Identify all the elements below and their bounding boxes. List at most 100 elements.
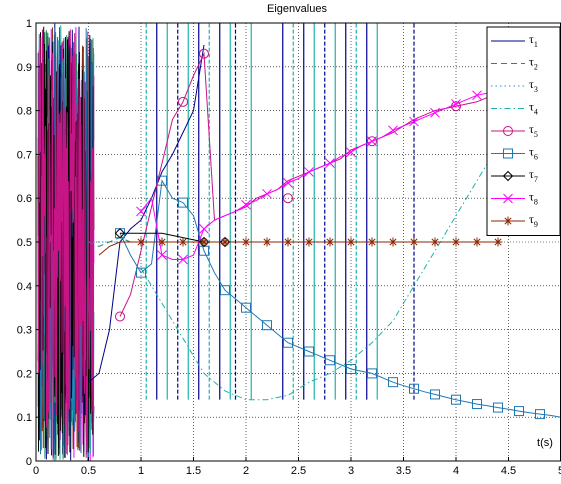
marker-τ6: [220, 285, 230, 296]
marker-τ6: [136, 267, 146, 278]
marker-τ8: [346, 147, 356, 158]
marker-τ7: [114, 228, 126, 239]
y-tick-label: 0.6: [17, 193, 32, 205]
y-tick-label: 0.9: [17, 62, 32, 74]
legend-marker: [503, 193, 513, 204]
x-tick-label: 1.5: [186, 465, 201, 477]
marker-τ6: [178, 197, 188, 208]
marker-τ9: [346, 237, 356, 247]
marker-τ9: [283, 237, 293, 247]
marker-τ8: [304, 167, 314, 177]
marker-τ5: [451, 101, 461, 112]
marker-τ8: [430, 107, 440, 118]
marker-τ6: [241, 302, 251, 313]
legend: τ1 τ2 τ3 τ4 τ5 τ6 τ7 τ8 τ9: [486, 26, 561, 236]
legend-label: τ4: [529, 100, 538, 117]
marker-τ8: [157, 250, 167, 260]
x-axis-label: t(s): [537, 437, 553, 449]
marker-τ9: [220, 237, 230, 247]
series-line-τ5: [119, 51, 561, 317]
y-tick-label: 0.7: [17, 149, 32, 161]
marker-τ8: [199, 224, 209, 234]
marker-τ5: [115, 311, 125, 322]
marker-τ8: [241, 199, 251, 210]
axis-ticks: 0 0.5 1 1.5 2 2.5 3 3.5 4 4.5 5 0 0.1 0.2 0.3 0.4 0.5 0.6…: [17, 18, 561, 477]
x-tick-label: 3.5: [396, 465, 411, 477]
x-tick-label: 1: [138, 465, 144, 477]
marker-τ8: [178, 254, 188, 265]
marker-τ9: [262, 237, 272, 247]
marker-τ9: [409, 237, 419, 247]
x-tick-label: 2.5: [291, 465, 306, 477]
marker-τ5: [283, 193, 293, 204]
x-tick-label: 0.5: [81, 465, 96, 477]
y-tick-label: 1: [26, 18, 32, 30]
marker-τ9: [241, 237, 251, 247]
marker-τ5: [199, 48, 209, 59]
marker-τ9: [451, 237, 461, 247]
y-tick-label: 0.2: [17, 368, 32, 380]
y-tick-label: 0.4: [17, 281, 32, 293]
marker-τ6: [367, 368, 377, 379]
marker-τ9: [325, 237, 335, 247]
marker-τ6: [325, 355, 335, 366]
x-tick-label: 0: [33, 465, 39, 477]
legend-label: τ7: [529, 167, 538, 184]
marker-τ6: [346, 364, 356, 375]
marker-τ9: [367, 237, 377, 247]
marker-τ9: [157, 237, 167, 247]
x-tick-label: 2: [243, 465, 249, 477]
chart-title: Eigenvalues: [267, 3, 327, 15]
legend-label: τ2: [529, 55, 538, 72]
marker-τ9: [178, 237, 188, 247]
marker-τ6: [409, 383, 419, 394]
marker-τ6: [451, 394, 461, 405]
legend-label: τ5: [529, 122, 538, 139]
marker-τ9: [493, 237, 503, 247]
legend-marker: [503, 216, 513, 226]
marker-τ8: [136, 206, 146, 217]
marker-τ9: [136, 237, 146, 247]
marker-τ6: [493, 402, 503, 413]
legend-label: τ8: [529, 190, 538, 207]
marker-τ9: [430, 237, 440, 247]
marker-τ8: [409, 116, 419, 127]
series-line-τ1: [88, 44, 205, 383]
marker-τ6: [157, 175, 167, 186]
marker-τ8: [283, 178, 293, 188]
plot-content: [37, 23, 561, 461]
marker-τ8: [472, 90, 482, 101]
x-tick-label: 3: [348, 465, 354, 477]
marker-τ9: [472, 237, 482, 247]
marker-τ8: [262, 188, 272, 199]
marker-τ6: [514, 406, 524, 417]
marker-τ8: [451, 99, 461, 109]
y-tick-label: 0.1: [17, 412, 32, 424]
marker-τ6: [388, 377, 398, 388]
marker-τ6: [430, 389, 440, 400]
marker-τ6: [472, 399, 482, 410]
legend-marker: [503, 148, 513, 159]
series-line-τ6: [119, 179, 561, 418]
marker-τ8: [325, 158, 335, 169]
y-tick-label: 0.8: [17, 106, 32, 118]
legend-label: τ1: [529, 32, 538, 49]
y-tick-label: 0.5: [17, 237, 32, 249]
marker-τ9: [388, 237, 398, 247]
noise-trace: [37, 29, 95, 460]
marker-τ5: [178, 96, 188, 107]
legend-label: τ3: [529, 77, 538, 94]
marker-τ6: [535, 409, 545, 420]
data-area: [37, 23, 561, 461]
x-tick-label: 4: [453, 465, 459, 477]
marker-τ6: [262, 320, 272, 331]
legend-label: τ9: [529, 212, 538, 229]
x-tick-label: 4.5: [501, 465, 516, 477]
marker-τ5: [367, 136, 377, 147]
y-tick-label: 0.3: [17, 325, 32, 337]
marker-τ8: [388, 125, 398, 136]
marker-τ8: [367, 136, 377, 147]
x-tick-label: 5: [558, 465, 561, 477]
marker-τ9: [199, 237, 209, 247]
